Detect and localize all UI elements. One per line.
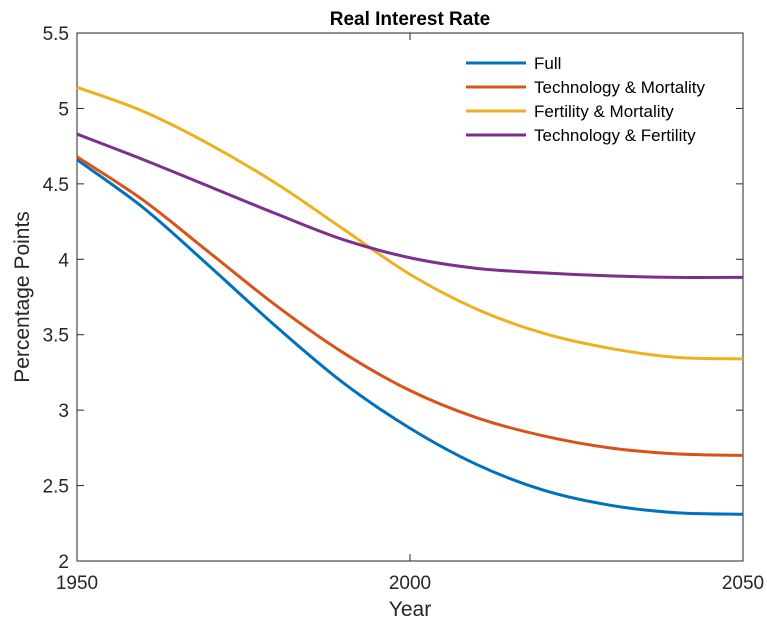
legend-label: Full: [534, 54, 561, 73]
series-line-2: [76, 85, 744, 361]
y-tick-label: 5: [58, 99, 69, 120]
x-axis: 1950 2000 2050: [56, 33, 764, 594]
x-tick-label: 2050: [722, 573, 764, 594]
y-tick-label: 4: [58, 250, 69, 271]
y-tick-label: 5.5: [43, 24, 69, 45]
y-tick-label: 4.5: [43, 175, 69, 196]
y-tick-label: 3.5: [43, 326, 69, 347]
legend-label: Technology & Mortality: [534, 78, 706, 97]
x-tick-label: 1950: [56, 573, 98, 594]
y-tick-label: 2: [58, 552, 69, 573]
series-line-0: [76, 158, 744, 516]
y-tick-label: 2.5: [43, 477, 69, 498]
series-line-3: [76, 132, 744, 280]
plot-area: [76, 32, 744, 562]
series-line-1: [76, 155, 744, 457]
x-tick-label: 2000: [389, 573, 431, 594]
legend-label: Technology & Fertility: [534, 126, 696, 145]
y-axis-title: Percentage Points: [11, 211, 34, 383]
y-tick-label: 3: [58, 401, 69, 422]
chart-title: Real Interest Rate: [330, 9, 491, 30]
legend: Full Technology & Mortality Fertility & Mo…: [466, 54, 706, 145]
x-axis-title: Year: [389, 598, 431, 621]
legend-label: Fertility & Mortality: [534, 102, 674, 121]
series-lines: [76, 85, 744, 516]
y-axis: 2 2.5 3 3.5 4 4.5 5 5.5: [43, 24, 743, 573]
